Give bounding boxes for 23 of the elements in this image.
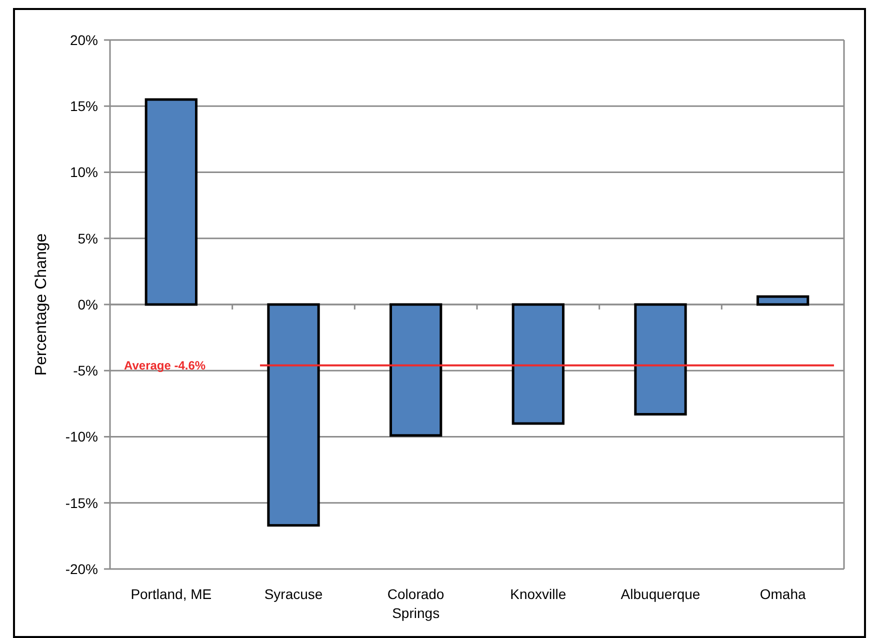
x-tick-label: Albuquerque: [620, 586, 700, 602]
y-tick-label: 10%: [70, 164, 98, 180]
y-tick-label: -20%: [65, 560, 98, 577]
y-tick-label: -5%: [73, 362, 98, 379]
x-tick-label: Colorado Springs: [387, 586, 444, 621]
x-tick-label: Knoxville: [510, 586, 566, 602]
y-tick-label: 15%: [70, 98, 98, 114]
y-axis-title: Percentage Change: [33, 233, 50, 376]
x-tick-label: Portland, ME: [130, 586, 212, 602]
y-tick-label: -15%: [65, 494, 98, 511]
bar: [756, 295, 810, 306]
bar: [634, 303, 687, 416]
x-tick-label: Omaha: [760, 586, 806, 602]
bar: [144, 98, 198, 306]
bar: [390, 303, 442, 437]
y-tick-label: 20%: [70, 32, 98, 48]
y-tick-label: 5%: [78, 230, 98, 246]
ref-line-label: Average -4.6%: [124, 358, 206, 373]
y-tick-label: 0%: [78, 296, 98, 312]
bar: [267, 303, 320, 527]
bar: [512, 303, 564, 425]
x-tick-label: Syracuse: [264, 586, 323, 602]
y-tick-label: -10%: [65, 428, 98, 445]
